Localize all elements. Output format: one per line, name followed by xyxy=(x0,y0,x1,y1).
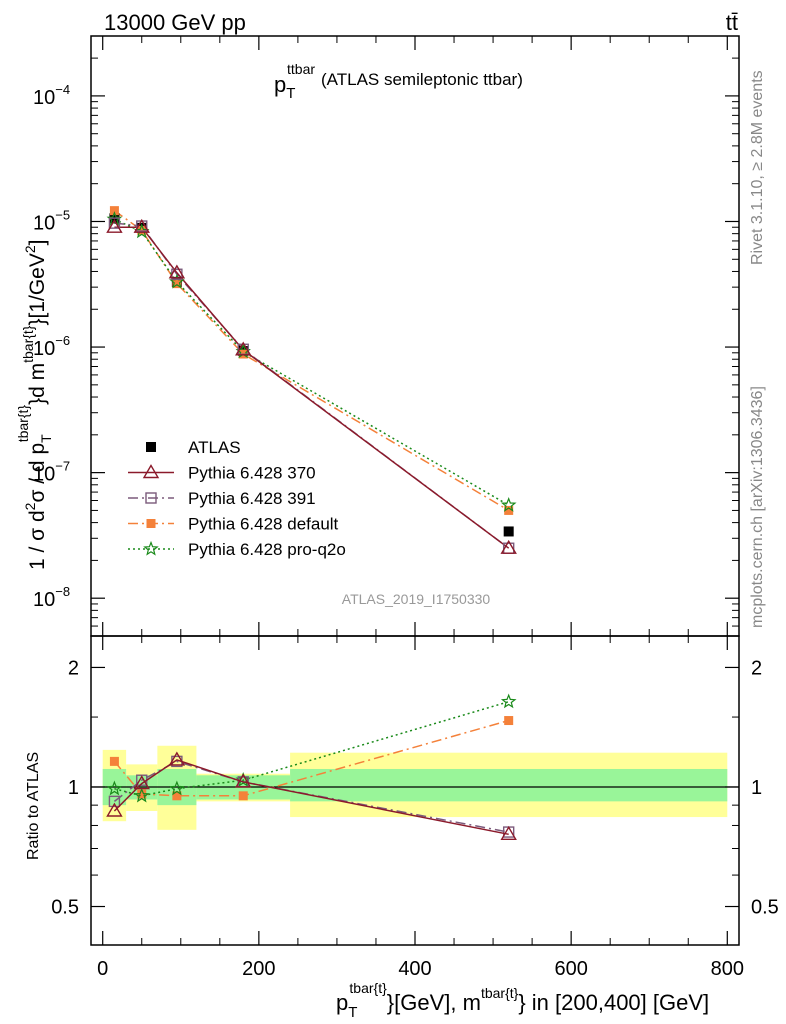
main-series-marker xyxy=(168,264,186,279)
x-tick-label: 0 xyxy=(97,958,108,980)
x-axis-title: pTtbar{t}}[GeV], mtbar{t}} in [200,400] … xyxy=(336,980,709,1021)
ratio-yaxis-title: Ratio to ATLAS xyxy=(25,752,42,860)
ratio-series-marker xyxy=(500,825,517,841)
ratio-ytick-label-right: 1 xyxy=(751,777,762,799)
ratio-series-marker xyxy=(133,775,150,790)
ratio-panel: Ratio to ATLAS 0.5 0.5 1 1 2 2 xyxy=(25,635,779,946)
xlabel-c: } in [200,400] [GeV] xyxy=(518,990,709,1015)
x-axis-ticks: 0 200 400 600 800 xyxy=(97,36,744,980)
main-panel: pT ttbar (ATLAS semileptonic ttbar) ATLA… xyxy=(15,35,740,637)
ratio-ytick-label: 0.5 xyxy=(51,897,79,919)
ratio-series-marker xyxy=(500,693,517,709)
main-ytick-label: 10−4 xyxy=(33,82,70,109)
main-series-marker xyxy=(235,341,252,356)
main-panel-title: pT ttbar (ATLAS semileptonic ttbar) xyxy=(274,61,523,102)
analysis-id-label: ATLAS_2019_I1750330 xyxy=(342,591,491,607)
ratio-plot-area xyxy=(106,693,517,841)
x-tick-label: 400 xyxy=(398,958,431,980)
ratio-series-marker xyxy=(168,751,186,766)
ratio-series-line xyxy=(113,719,509,797)
ratio-ytick-label-right: 2 xyxy=(751,657,762,679)
header-final-state: tt̄ xyxy=(726,10,738,35)
legend-label: ATLAS xyxy=(188,438,241,457)
ratio-series-marker xyxy=(235,773,252,788)
legend-marker xyxy=(142,464,160,479)
main-series-marker xyxy=(106,218,123,233)
main-series-marker xyxy=(106,211,123,226)
x-tick-label: 200 xyxy=(242,958,275,980)
legend-label: Pythia 6.428 default xyxy=(188,515,339,534)
header-process: 13000 GeV pp xyxy=(104,10,246,35)
legend-marker xyxy=(146,519,156,528)
ratio-band-inner xyxy=(290,768,728,802)
ratio-series-marker xyxy=(504,716,514,726)
ratio-series-marker xyxy=(109,756,119,766)
ratio-ytick-label-right: 0.5 xyxy=(751,897,779,919)
legend-marker xyxy=(145,492,157,504)
legend-label: Pythia 6.428 391 xyxy=(188,489,316,508)
main-yaxis-ticks: 10−8 10−7 10−6 10−5 10−4 xyxy=(33,57,739,637)
main-series-line xyxy=(114,226,510,549)
rivet-version-label: Rivet 3.1.10, ≥ 2.8M events xyxy=(749,70,766,265)
main-plot-area xyxy=(106,206,517,554)
legend-label: Pythia 6.428 370 xyxy=(188,464,316,483)
ratio-series-marker xyxy=(106,802,123,817)
main-series-line xyxy=(113,209,510,512)
svg-text:1 / σ d2σ / d pTtbar{t}}d mtba: 1 / σ d2σ / d pTtbar{t}}d mtbar{t}}[1/Ge… xyxy=(15,239,54,570)
title-rest: (ATLAS semileptonic ttbar) xyxy=(321,70,523,89)
ratio-series-marker xyxy=(106,780,123,796)
title-sub: T xyxy=(286,85,295,102)
legend-label: Pythia 6.428 pro-q2o xyxy=(188,540,346,559)
title-sup: ttbar xyxy=(287,61,315,77)
ratio-series-marker xyxy=(134,787,150,803)
legend-marker-atlas xyxy=(146,442,156,452)
ratio-ytick-label: 2 xyxy=(68,657,79,679)
xlabel-b-sup: tbar{t} xyxy=(481,985,519,1001)
ratio-series-marker xyxy=(169,780,185,796)
ratio-series-line xyxy=(113,759,509,836)
main-series-marker xyxy=(500,497,517,512)
main-series-marker xyxy=(500,539,517,554)
x-tick-label: 600 xyxy=(554,958,587,980)
xlabel-a: p xyxy=(336,990,348,1015)
legend: ATLAS Pythia 6.428 370 Pythia 6.428 391 Pyt… xyxy=(128,438,346,559)
title-main: p xyxy=(274,72,286,97)
main-series-marker xyxy=(133,218,150,233)
main-series-line xyxy=(114,218,510,506)
mcplots-label: mcplots.cern.ch [arXiv:1306.3436] xyxy=(749,386,766,628)
main-data-point xyxy=(503,526,514,537)
x-tick-label: 800 xyxy=(711,958,744,980)
xlabel-a-sup: tbar{t} xyxy=(349,980,387,996)
main-series-marker xyxy=(109,206,119,216)
xlabel-a-sub: T xyxy=(348,1004,357,1021)
ratio-series-marker xyxy=(238,791,248,801)
ratio-ytick-label: 1 xyxy=(68,777,79,799)
ratio-series-line xyxy=(113,760,509,833)
main-ytick-label: 10−8 xyxy=(33,584,70,611)
main-ytick-label: 10−7 xyxy=(33,459,70,486)
svg-text:pTtbar{t}}[GeV], mtbar{t}} in: pTtbar{t}}[GeV], mtbar{t}} in [200,400] … xyxy=(336,980,709,1021)
svg-text:pT: pT xyxy=(274,72,295,102)
main-series-marker xyxy=(108,217,121,229)
main-yaxis-title: 1 / σ d2σ / d pTtbar{t}}d mtbar{t}}[1/Ge… xyxy=(15,239,54,570)
main-ytick-label: 10−6 xyxy=(33,333,70,360)
legend-marker xyxy=(143,540,159,556)
main-ytick-label: 10−5 xyxy=(33,207,70,234)
xlabel-b: }[GeV], m xyxy=(387,990,481,1015)
ratio-yaxis-ticks: 0.5 0.5 1 1 2 2 xyxy=(51,657,779,918)
ratio-series-marker xyxy=(108,795,121,808)
